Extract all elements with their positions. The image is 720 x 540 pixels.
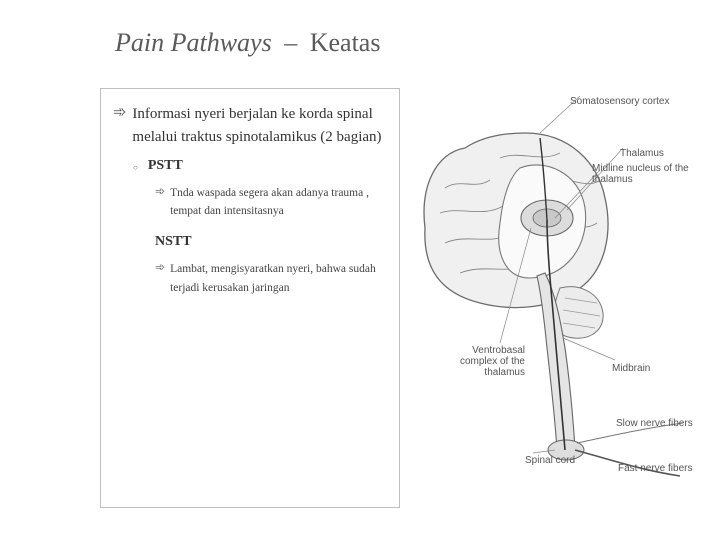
bullet-glyph-icon: ➾ <box>155 184 165 221</box>
label-thalamus: Thalamus <box>620 148 664 159</box>
label-midline-nucleus: Midline nucleus of the thalamus <box>592 163 692 185</box>
bullet-glyph-icon: ➾ <box>155 260 165 297</box>
bullet-l3a-text: Tnda waspada segera akan adanya trauma ,… <box>170 184 387 221</box>
slide-title: Pain Pathways – Keatas <box>0 28 720 58</box>
leader-midbrain <box>563 338 615 360</box>
label-slow-fibers: Slow nerve fibers <box>616 418 693 429</box>
bullet-level2: ○ PSTT <box>133 158 387 174</box>
label-ventrobasal: Ventrobasal complex of the thalamus <box>445 345 525 378</box>
brain-diagram <box>405 78 715 498</box>
bullet-l2b-text: NSTT <box>155 234 192 249</box>
title-separator: – <box>284 28 297 57</box>
hollow-circle-icon: ○ <box>133 163 138 174</box>
bullet-level3: ➾ Tnda waspada segera akan adanya trauma… <box>155 184 387 221</box>
bullet-l2a-text: PSTT <box>148 158 183 174</box>
diagram-column: Somatosensory cortex Thalamus Midline nu… <box>400 88 720 508</box>
bullet-glyph-icon: ➾ <box>113 103 126 150</box>
title-rest: Keatas <box>310 28 381 57</box>
bullet-level3b: ➾ Lambat, mengisyaratkan nyeri, bahwa su… <box>155 260 387 297</box>
brain-svg <box>405 78 715 498</box>
title-italic: Pain Pathways <box>115 28 272 57</box>
bullet-l1-text: Informasi nyeri berjalan ke korda spinal… <box>132 103 387 150</box>
content-row: ➾ Informasi nyeri berjalan ke korda spin… <box>0 88 720 508</box>
bullet-level2b: NSTT <box>155 232 387 250</box>
slide: Pain Pathways – Keatas ➾ Informasi nyeri… <box>0 0 720 540</box>
bullet-level1: ➾ Informasi nyeri berjalan ke korda spin… <box>113 103 387 150</box>
label-midbrain: Midbrain <box>612 363 650 374</box>
label-fast-fibers: Fast nerve fibers <box>618 463 692 474</box>
label-spinal-cord: Spinal cord <box>525 455 575 466</box>
text-column: ➾ Informasi nyeri berjalan ke korda spin… <box>100 88 400 508</box>
label-somatosensory: Somatosensory cortex <box>570 96 670 107</box>
bullet-l3b-text: Lambat, mengisyaratkan nyeri, bahwa suda… <box>170 260 387 297</box>
